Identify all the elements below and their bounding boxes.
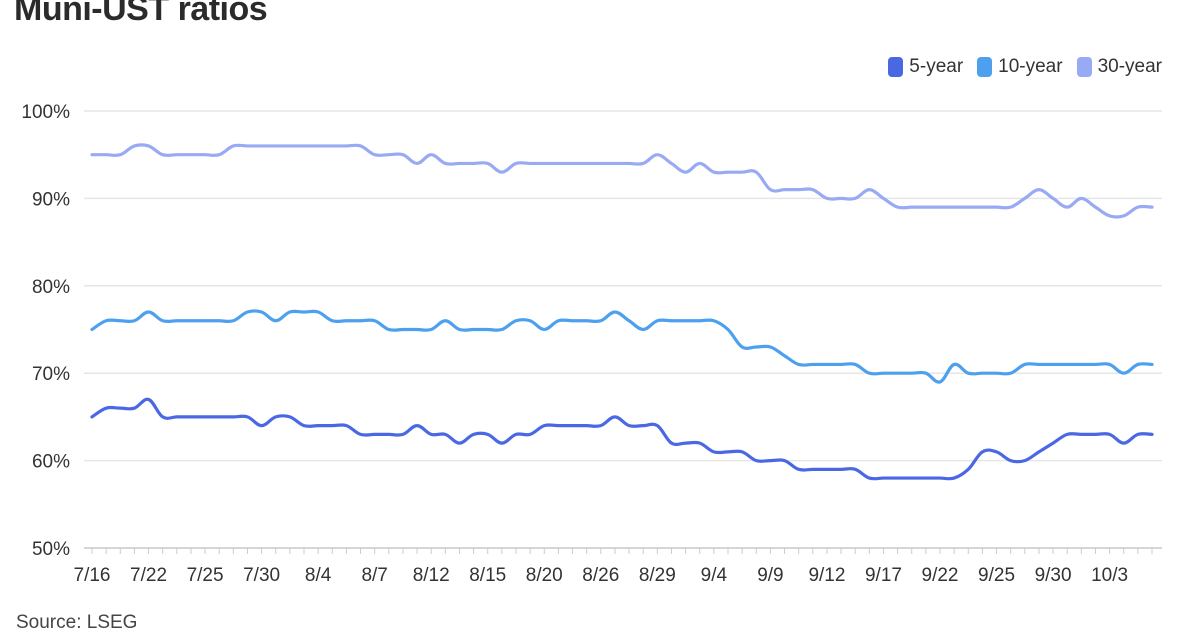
x-tick-label: 8/7 — [361, 565, 387, 586]
x-tick-label: 9/17 — [865, 565, 902, 586]
y-tick-label: 90% — [32, 189, 70, 210]
y-tick-label: 100% — [21, 102, 70, 123]
legend-item: 5-year — [888, 56, 963, 78]
legend: 5-year 10-year 30-year — [888, 56, 1162, 78]
x-tick-label: 7/30 — [243, 565, 280, 586]
x-tick-label: 9/30 — [1035, 565, 1072, 586]
series-line-30-year — [90, 143, 1154, 219]
y-tick-label: 70% — [32, 364, 70, 385]
series-line-10-year — [90, 309, 1154, 384]
legend-label: 5-year — [909, 56, 964, 77]
source-note: Source: LSEG — [16, 612, 138, 633]
y-tick-label: 60% — [32, 452, 70, 473]
x-tick-label: 8/26 — [582, 565, 619, 586]
x-tick-label: 9/22 — [922, 565, 959, 586]
x-tick-label: 9/25 — [978, 565, 1015, 586]
x-tick-label: 9/4 — [701, 565, 728, 586]
x-tick-label: 10/3 — [1091, 565, 1128, 586]
x-tick-label: 8/15 — [469, 565, 506, 586]
x-tick-label: 8/12 — [413, 565, 450, 586]
chart-title: Muni-UST ratios — [14, 0, 268, 28]
x-tick-label: 8/4 — [305, 565, 332, 586]
x-tick-label: 7/25 — [187, 565, 224, 586]
y-tick-label: 80% — [32, 277, 70, 298]
series-line-5-year — [90, 397, 1154, 481]
legend-swatch — [977, 57, 993, 77]
x-tick-label: 8/20 — [526, 565, 563, 586]
y-tick-label: 50% — [32, 539, 70, 560]
legend-label: 10-year — [998, 56, 1063, 77]
legend-item: 30-year — [1076, 56, 1162, 78]
legend-swatch — [888, 57, 904, 77]
x-tick-label: 7/16 — [74, 565, 111, 586]
x-tick-label: 7/22 — [130, 565, 167, 586]
legend-swatch — [1076, 57, 1092, 77]
x-tick-label: 9/9 — [757, 565, 783, 586]
legend-item: 10-year — [977, 56, 1063, 78]
legend-label: 30-year — [1097, 56, 1162, 77]
x-tick-label: 9/12 — [808, 565, 845, 586]
x-tick-label: 8/29 — [639, 565, 676, 586]
